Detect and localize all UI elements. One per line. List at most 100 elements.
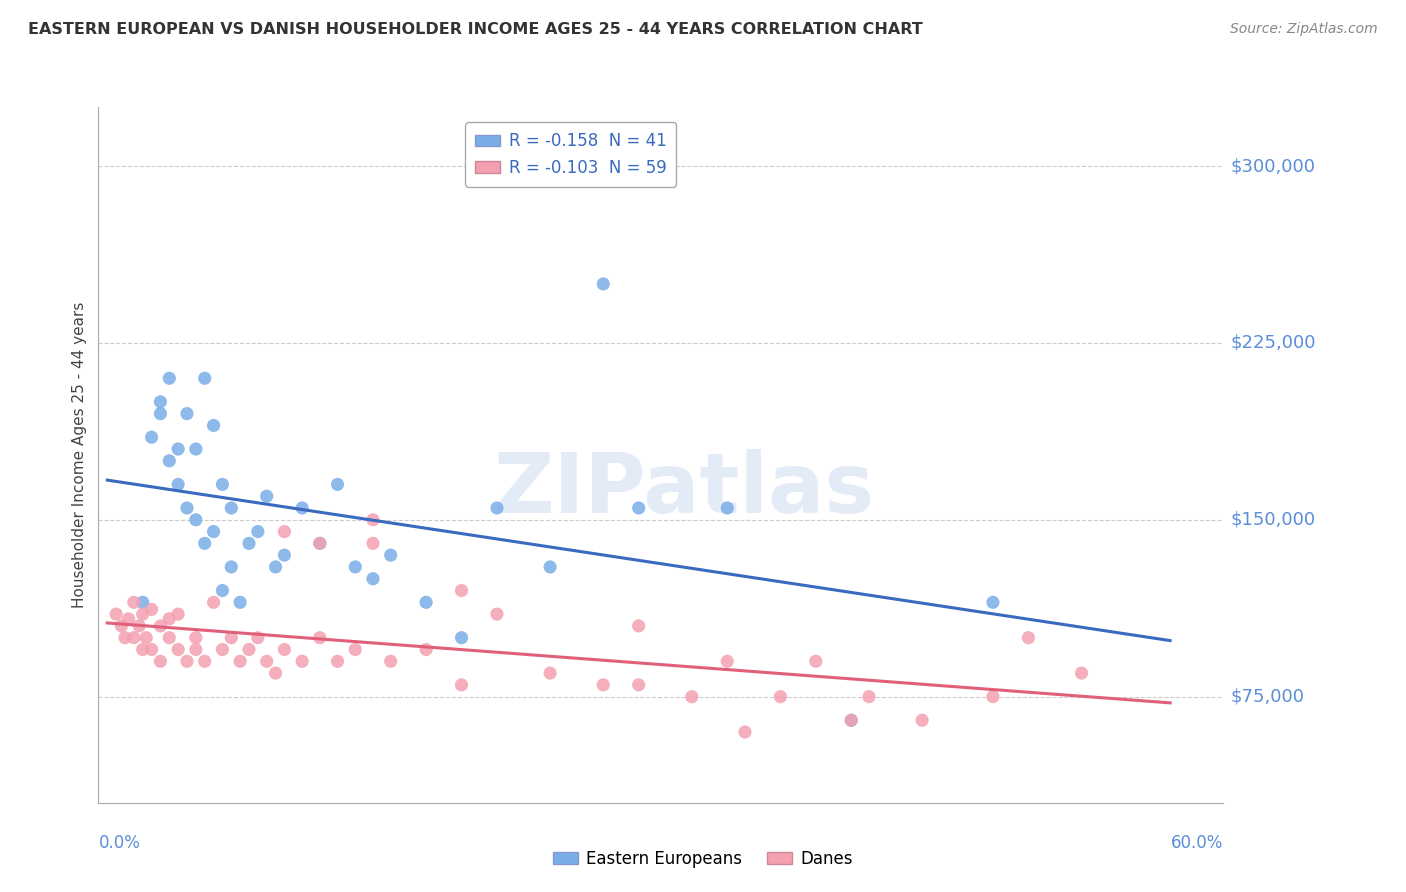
Point <box>184 442 207 456</box>
Point <box>911 713 934 727</box>
Point <box>184 513 207 527</box>
Point <box>105 607 128 621</box>
Point <box>149 395 172 409</box>
Point <box>157 371 180 385</box>
Point <box>246 631 269 645</box>
Text: EASTERN EUROPEAN VS DANISH HOUSEHOLDER INCOME AGES 25 - 44 YEARS CORRELATION CHA: EASTERN EUROPEAN VS DANISH HOUSEHOLDER I… <box>28 22 922 37</box>
Point <box>135 631 157 645</box>
Point <box>176 407 198 421</box>
Point <box>157 612 180 626</box>
Text: $75,000: $75,000 <box>1230 688 1305 706</box>
Point <box>194 654 217 668</box>
Point <box>167 442 190 456</box>
Point <box>858 690 880 704</box>
Point <box>326 654 349 668</box>
Point <box>485 500 508 515</box>
Y-axis label: Householder Income Ages 25 - 44 years: Householder Income Ages 25 - 44 years <box>72 301 87 608</box>
Point <box>167 642 190 657</box>
Point <box>592 277 614 291</box>
Point <box>592 678 614 692</box>
Point <box>361 536 384 550</box>
Point <box>273 548 295 562</box>
Point <box>114 631 136 645</box>
Point <box>450 678 472 692</box>
Point <box>117 612 139 626</box>
Point <box>627 500 650 515</box>
Point <box>202 524 225 539</box>
Point <box>344 642 367 657</box>
Point <box>256 654 278 668</box>
Point <box>219 631 242 645</box>
Text: $150,000: $150,000 <box>1230 511 1316 529</box>
Point <box>291 500 314 515</box>
Point <box>538 666 561 681</box>
Point <box>538 560 561 574</box>
Point <box>839 713 862 727</box>
Point <box>627 678 650 692</box>
Point <box>149 407 172 421</box>
Point <box>194 371 217 385</box>
Point <box>415 595 437 609</box>
Text: 60.0%: 60.0% <box>1171 834 1223 852</box>
Point <box>157 631 180 645</box>
Point <box>361 572 384 586</box>
Point <box>681 690 703 704</box>
Point <box>264 666 287 681</box>
Point <box>450 583 472 598</box>
Point <box>167 477 190 491</box>
Point <box>141 642 163 657</box>
Point <box>141 430 163 444</box>
Point <box>450 631 472 645</box>
Point <box>981 595 1004 609</box>
Point <box>326 477 349 491</box>
Point <box>176 654 198 668</box>
Point <box>256 489 278 503</box>
Point <box>167 607 190 621</box>
Point <box>308 536 330 550</box>
Point <box>219 560 242 574</box>
Point <box>1017 631 1039 645</box>
Point <box>264 560 287 574</box>
Point <box>202 418 225 433</box>
Point <box>211 477 233 491</box>
Point <box>238 536 260 550</box>
Point <box>184 642 207 657</box>
Point <box>219 500 242 515</box>
Point <box>273 524 295 539</box>
Point <box>627 619 650 633</box>
Text: $300,000: $300,000 <box>1230 157 1315 175</box>
Point <box>202 595 225 609</box>
Text: ZIPatlas: ZIPatlas <box>494 450 873 530</box>
Point <box>769 690 792 704</box>
Point <box>380 548 402 562</box>
Point <box>141 602 163 616</box>
Point <box>131 595 153 609</box>
Point <box>361 513 384 527</box>
Text: 0.0%: 0.0% <box>98 834 141 852</box>
Point <box>131 607 153 621</box>
Point <box>291 654 314 668</box>
Point <box>149 619 172 633</box>
Point <box>380 654 402 668</box>
Point <box>238 642 260 657</box>
Point <box>1070 666 1092 681</box>
Text: Source: ZipAtlas.com: Source: ZipAtlas.com <box>1230 22 1378 37</box>
Point <box>131 642 153 657</box>
Point <box>229 595 252 609</box>
Point <box>981 690 1004 704</box>
Point <box>128 619 150 633</box>
Point <box>122 631 145 645</box>
Text: $225,000: $225,000 <box>1230 334 1316 351</box>
Point <box>485 607 508 621</box>
Point <box>716 500 738 515</box>
Point <box>211 642 233 657</box>
Point <box>415 642 437 657</box>
Point <box>194 536 217 550</box>
Point <box>344 560 367 574</box>
Point <box>839 713 862 727</box>
Point <box>176 500 198 515</box>
Point <box>246 524 269 539</box>
Point <box>157 454 180 468</box>
Point <box>149 654 172 668</box>
Point <box>211 583 233 598</box>
